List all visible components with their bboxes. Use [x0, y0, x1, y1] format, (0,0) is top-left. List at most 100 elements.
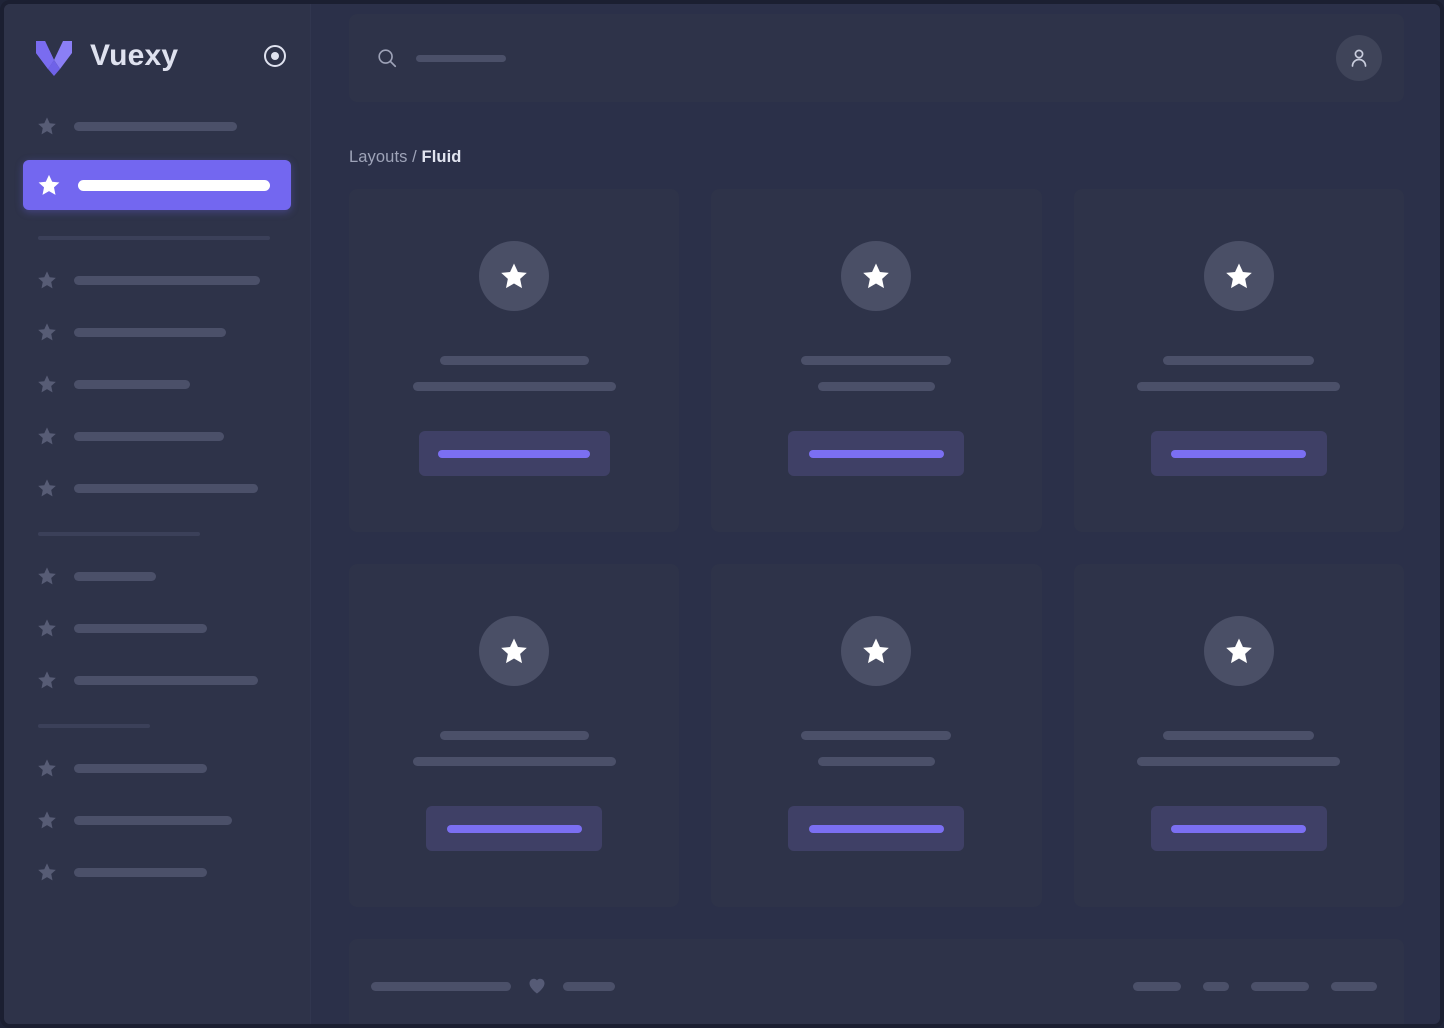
card-action-button-label: [438, 449, 591, 458]
sidebar-section-divider: [38, 236, 270, 240]
sidebar-item-label: [74, 763, 207, 773]
star-icon: [38, 863, 56, 881]
sidebar-item-label: [74, 121, 237, 131]
sidebar-item-label: [74, 815, 232, 825]
user-avatar-button[interactable]: [1336, 35, 1382, 81]
sidebar-nav: [4, 108, 310, 890]
footer-left-group: [371, 976, 615, 996]
breadcrumb: Layouts / Fluid: [349, 148, 1404, 167]
sidebar-item[interactable]: [23, 366, 291, 402]
star-icon: [38, 567, 56, 585]
sidebar-item-label: [78, 179, 270, 191]
sidebar: Vuexy: [4, 4, 311, 1024]
sidebar-item-active[interactable]: [23, 160, 291, 210]
star-icon: [863, 263, 890, 289]
sidebar-item[interactable]: [23, 558, 291, 594]
star-icon: [38, 427, 56, 445]
pin-circle-dot-icon[interactable]: [262, 43, 288, 69]
card-action-button[interactable]: [1150, 431, 1327, 476]
search-input[interactable]: [416, 54, 506, 62]
footer-link-placeholder[interactable]: [1133, 981, 1181, 991]
star-icon: [38, 811, 56, 829]
card-subtitle-placeholder: [412, 382, 616, 391]
card-action-button[interactable]: [1150, 806, 1327, 851]
card-avatar: [479, 241, 550, 311]
sidebar-item[interactable]: [23, 854, 291, 890]
sidebar-item[interactable]: [23, 262, 291, 298]
card-avatar: [841, 241, 912, 311]
star-icon: [38, 759, 56, 777]
sidebar-item-label: [74, 483, 258, 493]
star-icon: [38, 323, 56, 341]
sidebar-item[interactable]: [23, 418, 291, 454]
footer-link-placeholder[interactable]: [1203, 981, 1229, 991]
footer-link-placeholder[interactable]: [563, 981, 615, 991]
card-subtitle-placeholder: [1137, 382, 1341, 391]
footer-link-placeholder[interactable]: [1251, 981, 1309, 991]
sidebar-item[interactable]: [23, 314, 291, 350]
star-icon: [863, 638, 890, 664]
card-avatar: [1203, 616, 1274, 686]
content-card: [349, 189, 680, 532]
sidebar-item[interactable]: [23, 610, 291, 646]
sidebar-item[interactable]: [23, 108, 291, 144]
sidebar-item-label: [74, 675, 258, 685]
card-action-button[interactable]: [788, 431, 965, 476]
card-action-button-label: [808, 449, 944, 458]
sidebar-section-divider: [38, 724, 150, 728]
sidebar-item[interactable]: [23, 802, 291, 838]
star-icon: [38, 671, 56, 689]
content-card: [711, 564, 1042, 907]
card-title-placeholder: [439, 731, 589, 740]
main-content: Layouts / Fluid: [311, 4, 1440, 1024]
card-subtitle-placeholder: [817, 757, 935, 766]
sidebar-item-label: [74, 379, 190, 389]
star-icon: [1226, 638, 1252, 664]
card-action-button-label: [808, 824, 944, 833]
sidebar-item-label: [74, 623, 207, 633]
star-icon: [38, 117, 56, 135]
sidebar-item-label: [74, 867, 207, 877]
sidebar-item[interactable]: [23, 662, 291, 698]
card-action-button[interactable]: [418, 431, 610, 476]
sidebar-item-label: [74, 327, 226, 337]
topbar: [349, 14, 1404, 102]
content-card: [1073, 564, 1404, 907]
card-subtitle-placeholder: [412, 757, 616, 766]
sidebar-item-label: [74, 275, 260, 285]
star-icon: [501, 638, 527, 664]
footer-right-links: [1133, 981, 1377, 991]
card-text-lines: [1074, 731, 1404, 766]
star-icon: [1226, 263, 1252, 289]
content-card: [1073, 189, 1404, 532]
star-icon: [501, 263, 527, 289]
card-avatar: [479, 616, 550, 686]
sidebar-brand[interactable]: Vuexy: [4, 4, 310, 108]
star-icon: [38, 619, 56, 637]
heart-icon: [529, 978, 545, 994]
card-action-button-label: [1171, 824, 1307, 833]
star-icon: [38, 479, 56, 497]
user-avatar-icon: [1351, 49, 1367, 67]
search-icon[interactable]: [376, 47, 398, 69]
footer-text-placeholder: [371, 981, 511, 991]
brand-name: Vuexy: [90, 39, 179, 72]
sidebar-item[interactable]: [23, 750, 291, 786]
card-grid: [349, 189, 1404, 907]
breadcrumb-current: Fluid: [421, 148, 462, 166]
footer-link-placeholder[interactable]: [1331, 981, 1377, 991]
sidebar-item-label: [74, 431, 224, 441]
card-action-button[interactable]: [788, 806, 965, 851]
sidebar-item[interactable]: [23, 470, 291, 506]
vuexy-v-logo-icon: [36, 41, 72, 76]
breadcrumb-parent[interactable]: Layouts /: [349, 148, 422, 166]
card-avatar: [841, 616, 912, 686]
card-title-placeholder: [801, 356, 952, 365]
star-icon: [38, 271, 56, 289]
card-text-lines: [349, 356, 679, 391]
card-text-lines: [1074, 356, 1404, 391]
content-card: [349, 564, 680, 907]
card-title-placeholder: [1163, 356, 1315, 365]
card-action-button[interactable]: [426, 806, 603, 851]
